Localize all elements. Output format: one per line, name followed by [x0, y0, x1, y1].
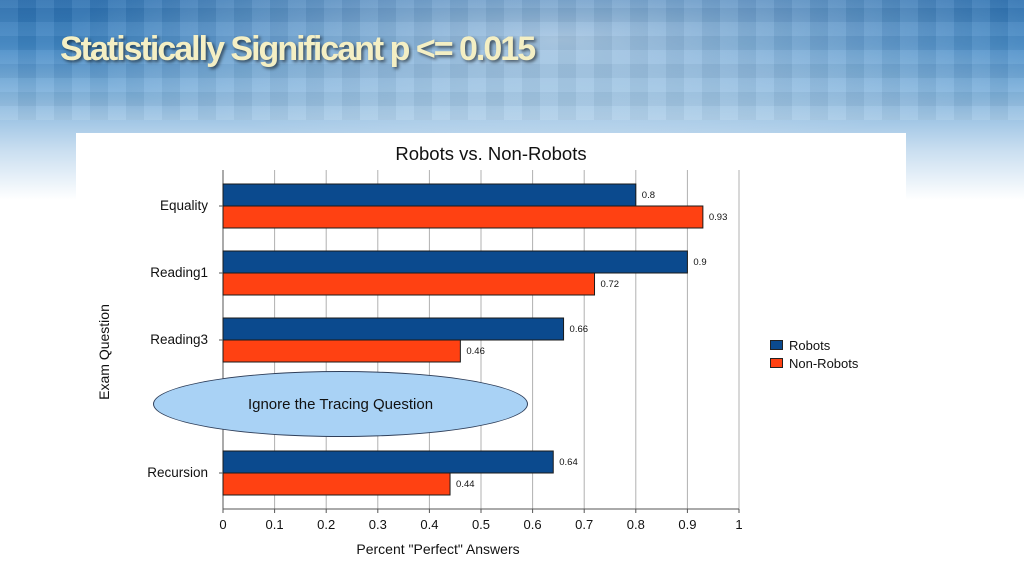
x-tick-label: 0.3 — [369, 517, 387, 532]
legend-item-non-robots: Non-Robots — [770, 354, 858, 372]
bar-non-robots — [222, 472, 451, 496]
data-label: 0.64 — [559, 457, 578, 468]
x-tick-label: 0.8 — [627, 517, 645, 532]
x-tick-label: 0.7 — [575, 517, 593, 532]
annotation-text: Ignore the Tracing Question — [247, 395, 434, 413]
chart-title: Robots vs. Non-Robots — [395, 143, 586, 164]
bar-chart: Robots vs. Non-Robots 0 0.1 0.2 0.3 0.4 0.5 0.6… — [96, 143, 743, 557]
x-tick-label: 0.6 — [524, 517, 542, 532]
x-tick-label: 0.1 — [266, 517, 284, 532]
data-label: 0.66 — [570, 324, 589, 335]
legend-item-robots: Robots — [770, 336, 858, 354]
x-tick-label: 0 — [219, 517, 226, 532]
annotation-ellipse: Ignore the Tracing Question — [153, 371, 528, 437]
x-axis-label: Percent "Perfect" Answers — [356, 541, 519, 557]
legend-swatch-non-robots — [770, 358, 783, 368]
bar-robots — [222, 250, 688, 274]
bar-robots — [222, 450, 554, 474]
category-label: Reading3 — [150, 332, 208, 347]
chart-panel: Robots vs. Non-Robots 0 0.1 0.2 0.3 0.4 0.5 0.6… — [76, 133, 906, 570]
x-tick-label: 1 — [735, 517, 742, 532]
bar-robots — [222, 317, 565, 341]
x-tick-label: 0.2 — [317, 517, 335, 532]
y-axis-label: Exam Question — [96, 304, 112, 400]
legend-label-non-robots: Non-Robots — [789, 355, 859, 371]
chart-legend: Robots Non-Robots — [770, 336, 858, 372]
x-tick-label: 0.5 — [472, 517, 490, 532]
bar-non-robots — [222, 339, 461, 363]
legend-swatch-robots — [770, 340, 783, 350]
data-label: 0.72 — [601, 279, 620, 290]
data-label: 0.93 — [709, 212, 728, 223]
x-tick-label: 0.4 — [420, 517, 438, 532]
data-label: 0.46 — [466, 346, 485, 357]
bar-non-robots — [222, 272, 596, 296]
data-label: 0.44 — [456, 479, 475, 490]
bar-robots — [222, 183, 637, 207]
x-tick-label: 0.9 — [678, 517, 696, 532]
category-label: Equality — [160, 198, 208, 213]
legend-label-robots: Robots — [789, 337, 831, 353]
data-label: 0.9 — [693, 257, 706, 268]
category-label: Recursion — [147, 465, 208, 480]
slide-title: Statistically Significant p <= 0.015 — [60, 30, 536, 68]
category-label: Reading1 — [150, 265, 208, 280]
bar-non-robots — [222, 205, 704, 229]
data-label: 0.8 — [642, 190, 655, 201]
